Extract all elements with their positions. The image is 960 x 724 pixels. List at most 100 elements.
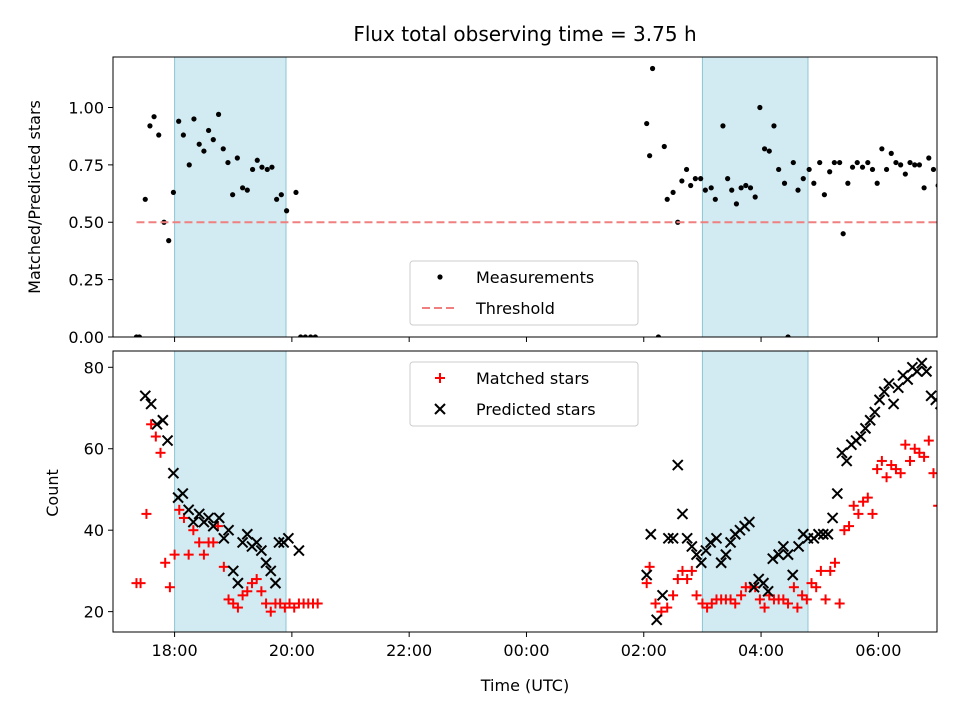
matched-star-point (830, 558, 840, 568)
measurement-point (762, 146, 767, 151)
matched-star-point (677, 566, 687, 576)
x-tick-label: 02:00 (621, 641, 667, 660)
measurement-point (156, 132, 161, 137)
measurement-point (879, 146, 884, 151)
shaded-interval-1 (175, 57, 286, 337)
matched-star-point (825, 566, 835, 576)
predicted-star-point (658, 590, 668, 600)
measurement-point (709, 185, 714, 190)
matched-star-point (645, 562, 655, 572)
matched-star-point (682, 574, 692, 584)
predicted-star-point (889, 399, 899, 409)
x-tick-label: 22:00 (386, 641, 432, 660)
measurement-point (662, 144, 667, 149)
matched-star-point (905, 456, 915, 466)
chart-title: Flux total observing time = 3.75 h (353, 22, 696, 46)
matched-star-point (849, 501, 859, 511)
measurement-point (817, 160, 822, 165)
measurement-point (734, 201, 739, 206)
measurement-point (201, 148, 206, 153)
legend-label: Predicted stars (476, 400, 596, 419)
measurement-point (151, 114, 156, 119)
measurement-point (284, 208, 289, 213)
x-tick-label: 00:00 (503, 641, 549, 660)
measurement-point (776, 167, 781, 172)
x-tick-label: 20:00 (269, 641, 315, 660)
measurement-point (845, 181, 850, 186)
measurement-point (181, 132, 186, 137)
legend-marker-dot (437, 274, 442, 279)
measurement-point (703, 188, 708, 193)
x-axis-label: Time (UTC) (480, 676, 569, 695)
x-tick-label: 06:00 (855, 641, 901, 660)
matched-star-point (816, 566, 826, 576)
measurement-point (684, 167, 689, 172)
predicted-star-point (140, 391, 150, 401)
measurement-point (211, 137, 216, 142)
measurement-point (187, 162, 192, 167)
predicted-star-point (146, 399, 156, 409)
measurement-point (884, 167, 889, 172)
measurement-point (907, 160, 912, 165)
legend: Matched stars Predicted stars (410, 362, 638, 426)
measurement-point (147, 123, 152, 128)
matched-star-point (156, 448, 166, 458)
x-tick-label: 04:00 (738, 641, 784, 660)
matched-star-point (313, 598, 323, 608)
measurement-point (191, 116, 196, 121)
measurement-point (650, 66, 655, 71)
matched-star-point (943, 517, 953, 527)
measurement-point (206, 128, 211, 133)
y-tick-label: 40 (84, 521, 104, 540)
measurement-point (807, 167, 812, 172)
measurement-point (936, 183, 941, 188)
top-panel: 0.000.250.500.751.00MeasurementsThreshol… (68, 57, 960, 347)
y-tick-label: 0.00 (68, 328, 104, 347)
matched-star-point (867, 509, 877, 519)
measurement-point (688, 183, 693, 188)
predicted-star-point (893, 383, 903, 393)
measurement-point (912, 162, 917, 167)
predicted-star-point (646, 529, 656, 539)
matched-star-point (938, 501, 948, 511)
measurement-point (176, 119, 181, 124)
measurement-point (837, 160, 842, 165)
legend-label: Matched stars (476, 369, 589, 388)
predicted-star-point (677, 509, 687, 519)
measurement-point (950, 210, 955, 215)
measurement-point (795, 188, 800, 193)
predicted-star-point (945, 501, 955, 511)
y-tick-label: 80 (84, 358, 104, 377)
matched-star-point (853, 509, 863, 519)
measurement-point (665, 197, 670, 202)
measurement-point (225, 160, 230, 165)
measurement-point (832, 160, 837, 165)
measurement-point (171, 190, 176, 195)
measurement-point (670, 190, 675, 195)
y-tick-label: 0.75 (68, 156, 104, 175)
matched-star-point (900, 440, 910, 450)
measurement-point (293, 190, 298, 195)
matched-star-point (165, 582, 175, 592)
matched-star-point (933, 501, 943, 511)
measurement-point (255, 158, 260, 163)
matched-star-point (821, 594, 831, 604)
matched-star-point (141, 509, 151, 519)
measurement-point (713, 197, 718, 202)
measurement-point (143, 197, 148, 202)
measurement-point (767, 148, 772, 153)
matched-star-point (872, 464, 882, 474)
y-tick-label: 0.25 (68, 271, 104, 290)
measurement-point (945, 126, 950, 131)
matched-star-point (668, 590, 678, 600)
measurement-point (903, 171, 908, 176)
measurement-point (743, 183, 748, 188)
matched-star-point (948, 590, 958, 600)
measurement-point (720, 123, 725, 128)
measurement-point (235, 155, 240, 160)
matched-star-point (151, 432, 161, 442)
measurement-point (259, 165, 264, 170)
predicted-star-point (828, 513, 838, 523)
measurement-point (748, 185, 753, 190)
measurement-point (898, 162, 903, 167)
